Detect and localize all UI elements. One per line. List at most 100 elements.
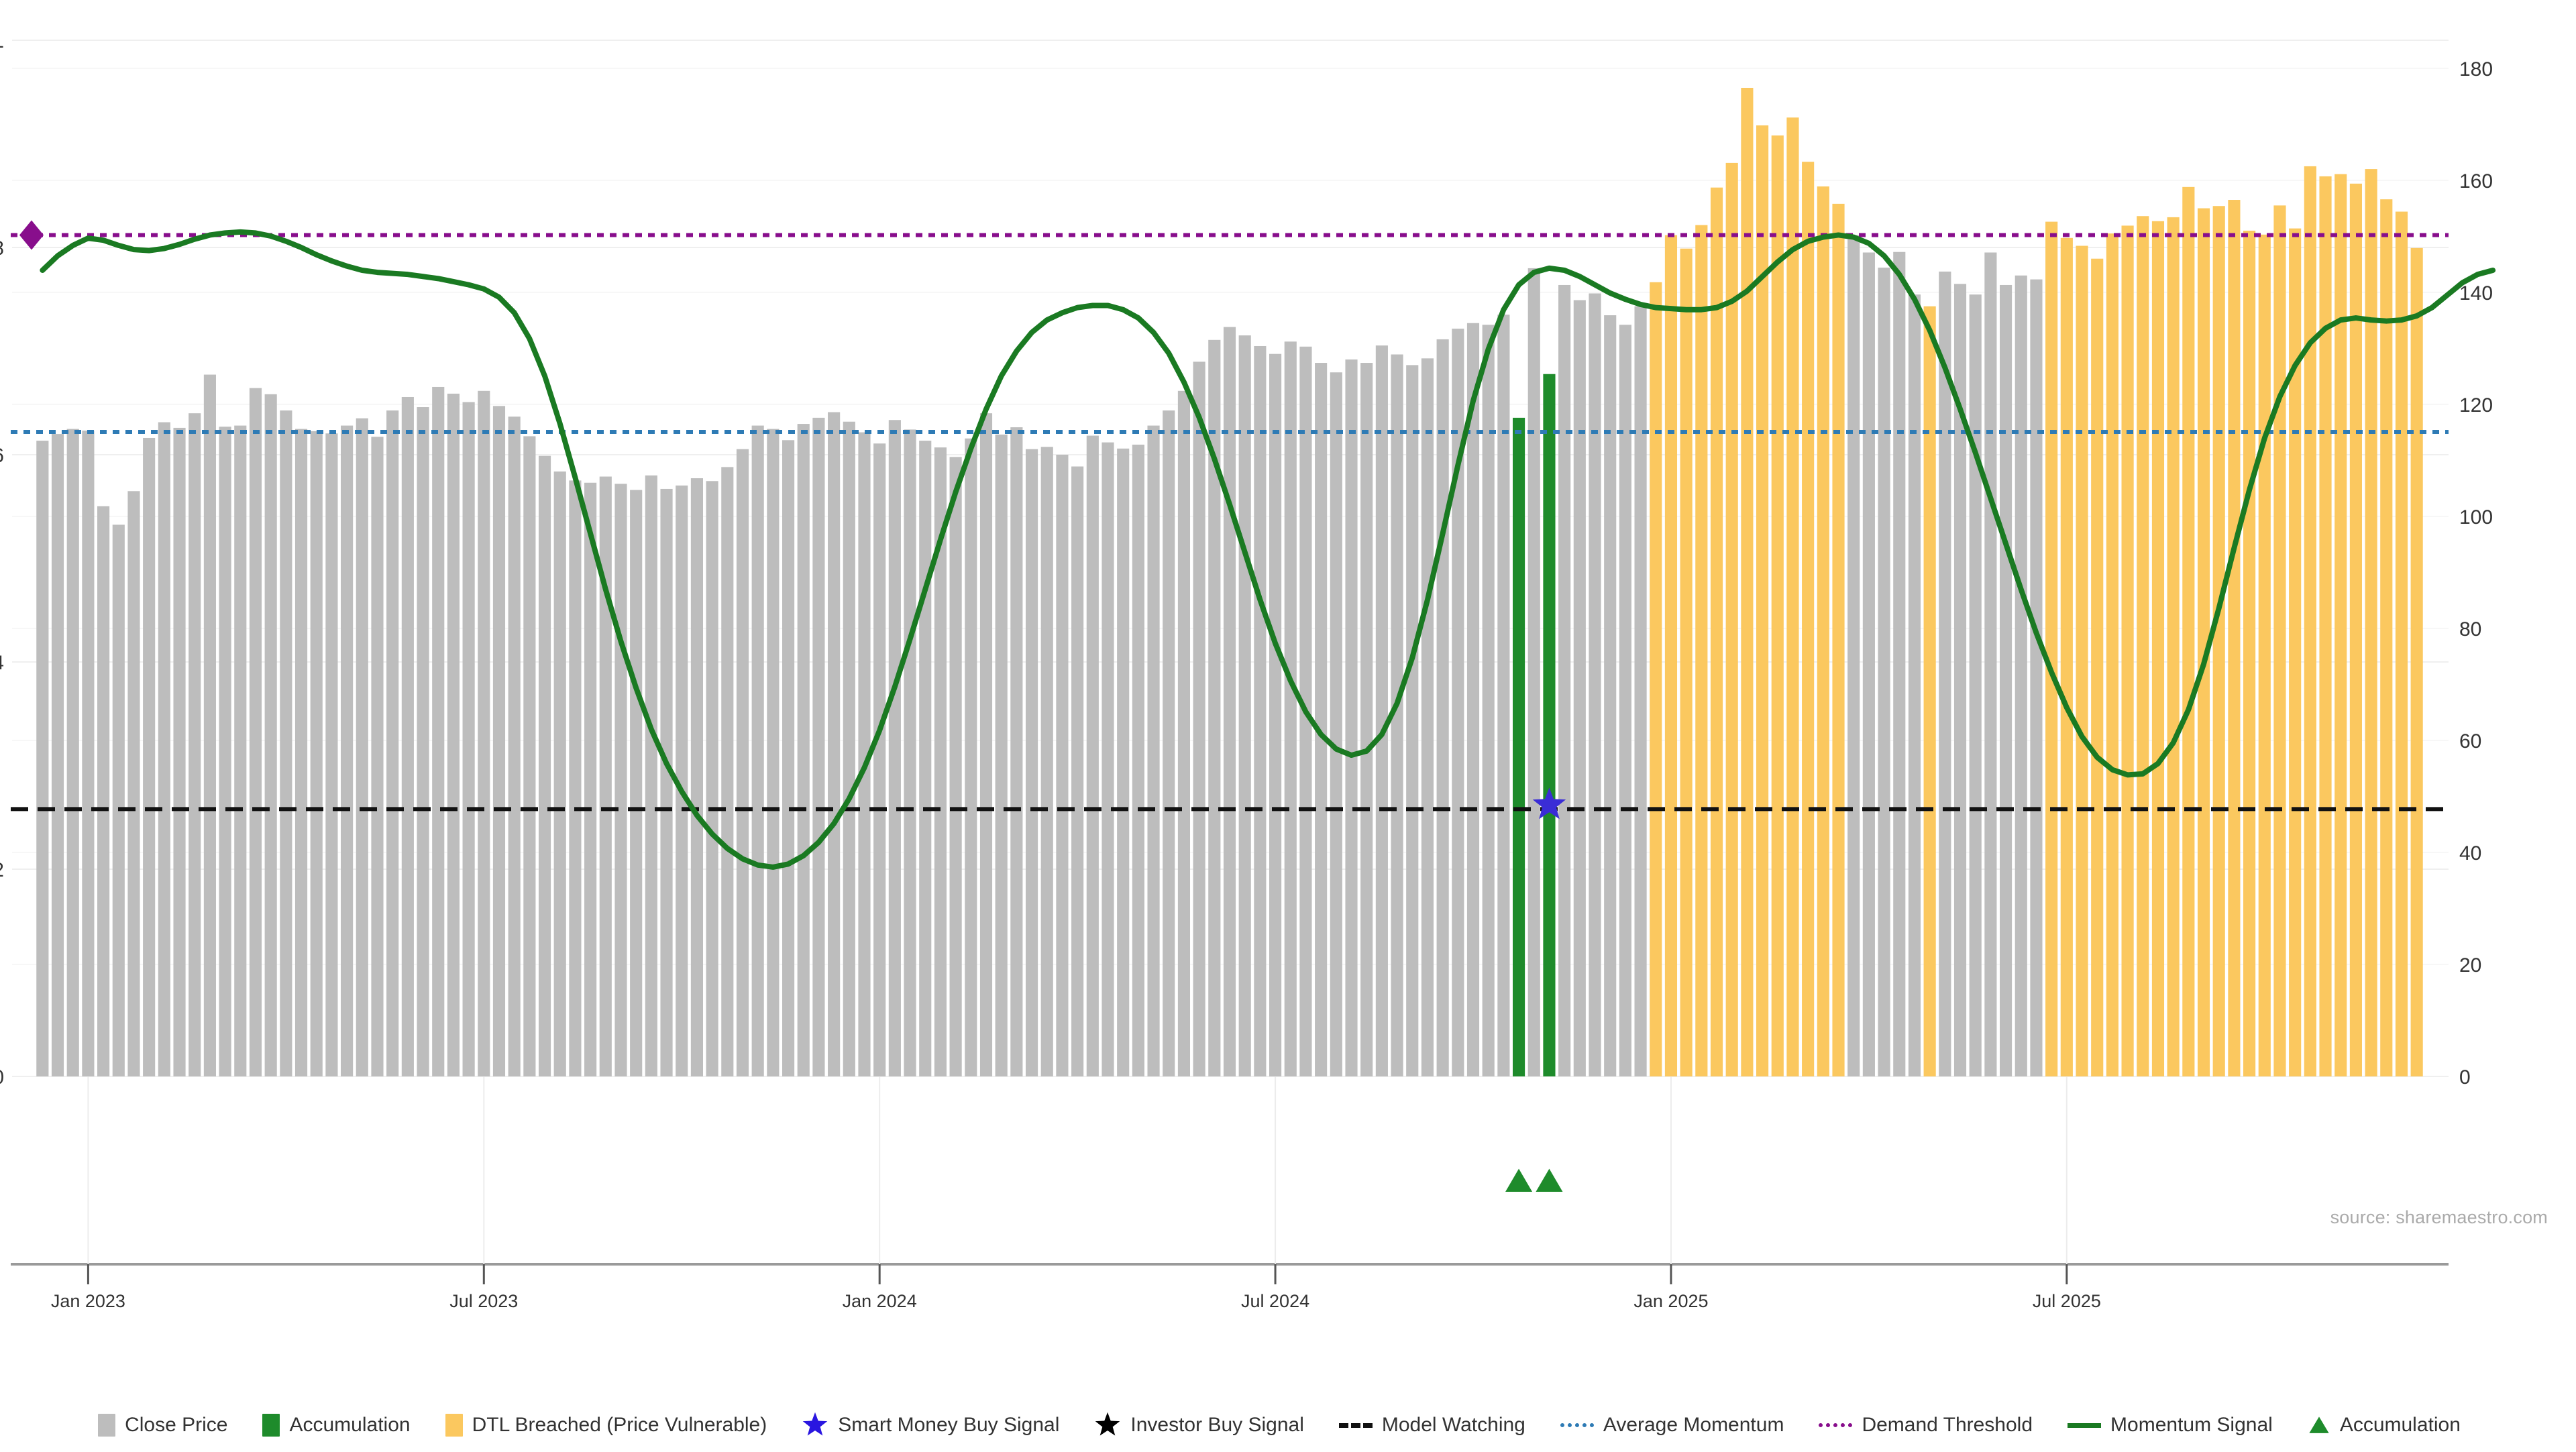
bar-close-price[interactable] [1878, 268, 1890, 1077]
bar-close-price[interactable] [1238, 335, 1251, 1076]
bar-dtl-breached[interactable] [1923, 306, 1936, 1076]
bar-dtl-breached[interactable] [2045, 221, 2058, 1077]
bar-close-price[interactable] [1573, 300, 1586, 1077]
bar-dtl-breached[interactable] [2151, 221, 2165, 1076]
bar-dtl-breached[interactable] [2319, 176, 2332, 1076]
bar-close-price[interactable] [1953, 284, 1967, 1076]
bar-close-price[interactable] [934, 447, 947, 1076]
bar-close-price[interactable] [949, 457, 962, 1076]
bar-close-price[interactable] [1589, 293, 1601, 1076]
bar-close-price[interactable] [1558, 284, 1571, 1076]
bar-close-price[interactable] [1527, 268, 1540, 1076]
bar-close-price[interactable] [751, 425, 764, 1076]
bar-close-price[interactable] [447, 393, 460, 1076]
bar-dtl-breached[interactable] [2076, 245, 2088, 1076]
bar-close-price[interactable] [1862, 252, 1875, 1076]
bar-close-price[interactable] [858, 432, 871, 1076]
bar-close-price[interactable] [919, 441, 932, 1076]
bar-close-price[interactable] [127, 491, 140, 1076]
bar-close-price[interactable] [599, 476, 612, 1076]
bar-close-price[interactable] [294, 429, 308, 1076]
legend-close-price[interactable]: Close Price [98, 1414, 227, 1437]
bar-close-price[interactable] [492, 406, 506, 1076]
bar-close-price[interactable] [797, 424, 810, 1076]
bar-close-price[interactable] [630, 490, 643, 1076]
bar-close-price[interactable] [371, 437, 384, 1076]
bar-close-price[interactable] [386, 410, 399, 1076]
bar-close-price[interactable] [1391, 354, 1403, 1077]
bar-close-price[interactable] [1466, 323, 1480, 1076]
bar-close-price[interactable] [523, 436, 536, 1076]
bar-close-price[interactable] [173, 427, 186, 1076]
bar-dtl-breached[interactable] [2091, 258, 2104, 1077]
bar-accumulation[interactable] [1543, 374, 1556, 1077]
legend-model-watching[interactable]: Model Watching [1338, 1414, 1525, 1437]
bar-dtl-breached[interactable] [1741, 87, 1754, 1077]
bar-dtl-breached[interactable] [1710, 187, 1723, 1077]
bar-close-price[interactable] [1025, 449, 1038, 1076]
bar-dtl-breached[interactable] [1756, 125, 1769, 1076]
bar-dtl-breached[interactable] [2182, 186, 2195, 1076]
legend-momentum-signal[interactable]: Momentum Signal [2068, 1414, 2273, 1437]
bar-close-price[interactable] [1452, 329, 1464, 1076]
legend-dtl-breached[interactable]: DTL Breached (Price Vulnerable) [445, 1414, 767, 1437]
bar-close-price[interactable] [2015, 275, 2027, 1077]
bar-dtl-breached[interactable] [1650, 282, 1662, 1077]
bar-close-price[interactable] [401, 396, 414, 1076]
bar-dtl-breached[interactable] [1832, 203, 1845, 1076]
bar-close-price[interactable] [569, 480, 582, 1076]
bar-close-price[interactable] [828, 412, 841, 1076]
bar-close-price[interactable] [614, 484, 627, 1076]
bar-close-price[interactable] [66, 429, 79, 1076]
bar-close-price[interactable] [1604, 315, 1617, 1076]
bar-close-price[interactable] [280, 410, 292, 1076]
bar-close-price[interactable] [36, 441, 49, 1076]
bar-close-price[interactable] [736, 449, 749, 1076]
bar-dtl-breached[interactable] [2304, 166, 2316, 1077]
bar-close-price[interactable] [888, 420, 901, 1076]
bar-dtl-breached[interactable] [2137, 216, 2149, 1076]
bar-close-price[interactable] [553, 471, 566, 1076]
legend-investor-buy-signal[interactable]: Investor Buy Signal [1094, 1412, 1304, 1439]
bar-close-price[interactable] [1984, 252, 1997, 1076]
bar-close-price[interactable] [979, 413, 993, 1076]
bar-close-price[interactable] [1619, 325, 1631, 1076]
bar-dtl-breached[interactable] [1817, 186, 1829, 1077]
bar-close-price[interactable] [721, 467, 734, 1076]
accumulation-triangle-marker[interactable] [1505, 1168, 1533, 1192]
bar-close-price[interactable] [1132, 444, 1144, 1076]
bar-close-price[interactable] [2000, 284, 2012, 1076]
bar-dtl-breached[interactable] [2273, 205, 2286, 1076]
bar-dtl-breached[interactable] [2365, 169, 2377, 1077]
bar-close-price[interactable] [1634, 306, 1647, 1076]
bar-close-price[interactable] [1056, 455, 1069, 1076]
bar-close-price[interactable] [1330, 372, 1342, 1076]
bar-dtl-breached[interactable] [1802, 162, 1815, 1076]
bar-close-price[interactable] [1147, 425, 1160, 1076]
bar-close-price[interactable] [690, 478, 703, 1076]
bar-close-price[interactable] [645, 475, 657, 1076]
bar-dtl-breached[interactable] [2243, 230, 2256, 1077]
bar-close-price[interactable] [234, 425, 247, 1076]
bar-close-price[interactable] [782, 440, 795, 1076]
legend-accumulation-marker[interactable]: Accumulation [2308, 1414, 2461, 1437]
bar-close-price[interactable] [264, 394, 277, 1076]
bar-close-price[interactable] [1482, 325, 1495, 1076]
bar-close-price[interactable] [1969, 294, 1982, 1076]
bar-dtl-breached[interactable] [1771, 135, 1784, 1076]
bar-close-price[interactable] [112, 524, 125, 1076]
bar-close-price[interactable] [97, 506, 110, 1076]
bar-close-price[interactable] [325, 433, 338, 1076]
bar-dtl-breached[interactable] [1786, 117, 1799, 1076]
bar-close-price[interactable] [203, 374, 216, 1076]
bar-close-price[interactable] [1375, 345, 1388, 1076]
bar-accumulation[interactable] [1512, 417, 1525, 1076]
bar-dtl-breached[interactable] [2197, 208, 2210, 1076]
bar-close-price[interactable] [812, 417, 825, 1076]
bar-close-price[interactable] [356, 418, 368, 1076]
bar-dtl-breached[interactable] [1664, 235, 1678, 1077]
bar-close-price[interactable] [1071, 466, 1084, 1076]
bar-close-price[interactable] [1847, 235, 1860, 1077]
bar-close-price[interactable] [904, 429, 916, 1076]
bar-close-price[interactable] [1406, 365, 1419, 1076]
